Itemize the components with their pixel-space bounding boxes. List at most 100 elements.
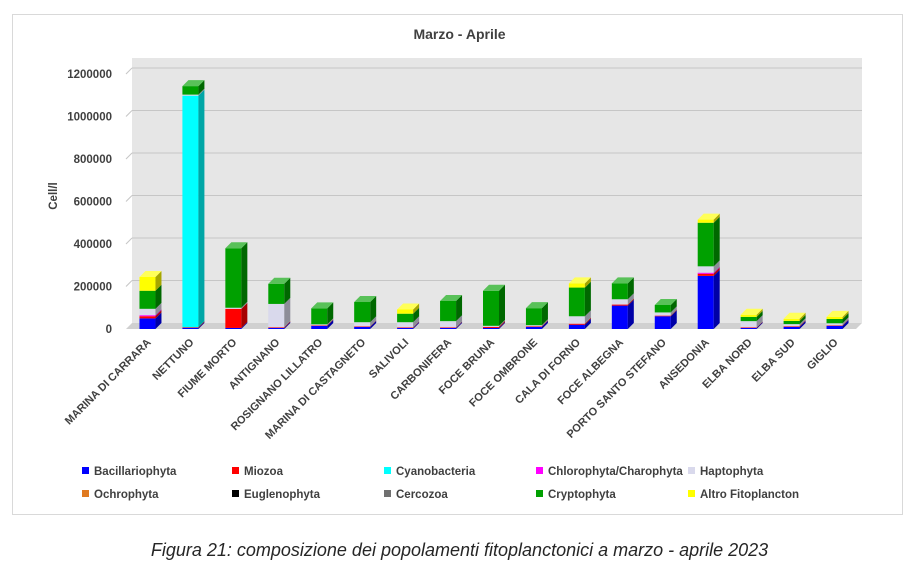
legend-label: Cercozoa bbox=[396, 489, 448, 501]
bar-segment bbox=[783, 326, 800, 327]
legend-label: Cryptophyta bbox=[548, 489, 616, 501]
legend-entry: Cercozoa bbox=[384, 489, 448, 501]
bar-segment bbox=[139, 315, 156, 317]
bar-segment-side bbox=[370, 296, 377, 323]
legend-swatch bbox=[232, 467, 239, 475]
bar-segment bbox=[397, 327, 414, 329]
gridline-side bbox=[125, 67, 133, 75]
bar-segment bbox=[611, 299, 628, 305]
y-tick-label: 1200000 bbox=[67, 69, 112, 81]
bar-segment-side bbox=[670, 309, 677, 317]
bar-segment bbox=[311, 325, 328, 329]
chart-legend: Bacillariophyta Miozoa Cyanobacteria Chloro… bbox=[82, 466, 842, 510]
bar-segment-side bbox=[713, 267, 720, 276]
bar-segment-side bbox=[241, 321, 248, 329]
x-tick-label: MARINA DI CARRARA bbox=[63, 337, 154, 428]
bar-segment bbox=[182, 94, 199, 96]
legend-swatch bbox=[384, 490, 391, 498]
bar-segment-side bbox=[155, 284, 162, 309]
bar-segment bbox=[268, 303, 285, 328]
legend-label: Cyanobacteria bbox=[396, 466, 476, 478]
bar-segment bbox=[225, 327, 242, 329]
bar-segment bbox=[268, 327, 285, 329]
bar-segment-side bbox=[799, 312, 806, 321]
bar-segment-side bbox=[584, 281, 591, 317]
bar-segment-side bbox=[584, 310, 591, 324]
bar-segment-side bbox=[155, 309, 162, 317]
bar-segment-side bbox=[413, 321, 420, 328]
bar-segment bbox=[654, 315, 671, 317]
legend-swatch bbox=[688, 490, 695, 498]
bar-segment bbox=[397, 313, 414, 323]
bar-segment-side bbox=[413, 303, 420, 314]
y-tick-label: 400000 bbox=[74, 239, 112, 251]
bar-segment-side bbox=[456, 315, 463, 328]
bar-segment-side bbox=[842, 313, 849, 324]
bar-segment bbox=[740, 321, 757, 328]
bar-segment-side bbox=[198, 88, 205, 96]
bar-segment bbox=[139, 318, 156, 329]
bar-segment bbox=[139, 308, 156, 316]
bar-segment bbox=[826, 323, 843, 326]
legend-swatch bbox=[536, 490, 543, 498]
bar-top bbox=[525, 302, 548, 309]
bar-segment bbox=[611, 305, 628, 329]
bar-segment-side bbox=[756, 315, 763, 328]
bar-segment bbox=[354, 322, 371, 327]
bar-segment bbox=[826, 316, 843, 320]
bar-segment-side bbox=[713, 216, 720, 267]
bar-segment-side bbox=[499, 319, 505, 327]
bar-segment-side bbox=[713, 213, 720, 223]
bar-segment-side bbox=[799, 320, 806, 329]
bar-segment-side bbox=[327, 318, 334, 326]
bar-segment bbox=[697, 266, 714, 273]
bar-segment bbox=[225, 248, 242, 308]
bar-segment-side bbox=[627, 298, 634, 306]
bar-segment bbox=[440, 300, 457, 322]
y-tick-label: 200000 bbox=[74, 282, 112, 294]
bar-segment bbox=[740, 327, 757, 329]
legend-label: Miozoa bbox=[244, 466, 283, 478]
bar-segment bbox=[525, 326, 542, 327]
bar-segment bbox=[783, 324, 800, 327]
legend-swatch bbox=[536, 467, 543, 475]
bar-top bbox=[826, 310, 849, 317]
bar-segment bbox=[568, 316, 585, 324]
bar-segment bbox=[525, 325, 542, 327]
y-axis-label: Cell/l bbox=[48, 182, 60, 209]
bar-segment-side bbox=[756, 321, 763, 328]
bar-segment-side bbox=[627, 293, 634, 305]
bar-segment bbox=[311, 325, 328, 326]
bar-segment-side bbox=[327, 302, 334, 325]
gridline-side bbox=[125, 110, 133, 117]
bar-segment bbox=[783, 320, 800, 325]
bar-segment bbox=[525, 308, 542, 326]
bar-segment bbox=[826, 325, 843, 329]
bar-segment-side bbox=[713, 266, 720, 274]
y-tick-label: 1000000 bbox=[67, 112, 112, 124]
bar-segment-side bbox=[799, 320, 806, 327]
bar-segment bbox=[182, 327, 199, 329]
x-tick-label: NETTUNO bbox=[150, 336, 196, 382]
bar-segment bbox=[268, 327, 285, 328]
bar-segment bbox=[182, 327, 199, 328]
bar-segment bbox=[354, 326, 371, 329]
bar-segment bbox=[440, 327, 457, 329]
bar-segment bbox=[139, 276, 156, 291]
bar-top bbox=[139, 270, 162, 277]
bar-segment-side bbox=[670, 298, 677, 313]
bar-segment bbox=[440, 327, 457, 329]
bar-segment-side bbox=[499, 321, 505, 329]
bar-segment-side bbox=[284, 321, 291, 329]
legend-label: Ochrophyta bbox=[94, 489, 159, 501]
bar-segment-side bbox=[198, 321, 205, 328]
legend-entry: Chlorophyta/Charophyta bbox=[536, 466, 683, 478]
bar-segment bbox=[654, 312, 671, 316]
bar-segment-side bbox=[670, 310, 677, 329]
bar-segment bbox=[697, 273, 714, 276]
bar-segment-side bbox=[456, 321, 463, 329]
bar-segment-side bbox=[327, 319, 334, 329]
bar-segment-side bbox=[756, 310, 763, 322]
bar-segment bbox=[483, 325, 499, 327]
bar-segment-side bbox=[799, 318, 806, 327]
